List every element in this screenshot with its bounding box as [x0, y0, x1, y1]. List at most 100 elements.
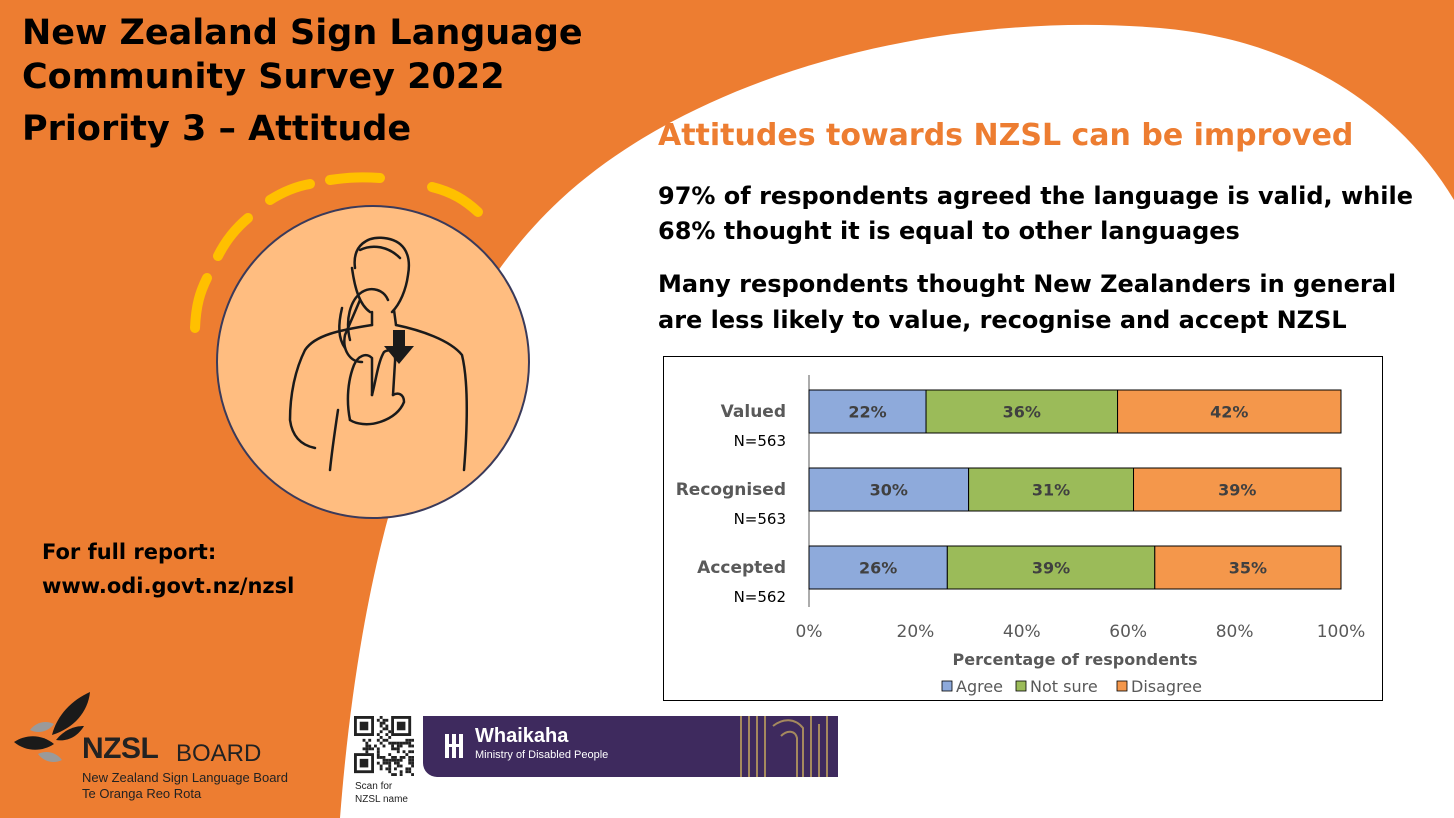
data-label: 30% — [870, 481, 908, 500]
qr-module — [405, 767, 409, 771]
qr-code-icon[interactable] — [354, 716, 414, 776]
qr-module — [376, 718, 380, 722]
data-label: 22% — [848, 403, 886, 422]
chart-svg: 22% 36% 42% Valued N=563 30% 31% 39% Recognised N… — [676, 375, 1365, 696]
qr-module — [385, 733, 389, 736]
qr-module — [399, 764, 403, 768]
qr-module — [365, 750, 369, 754]
qr-module — [379, 716, 383, 719]
title-priority: Priority 3 – Attitude — [22, 109, 412, 149]
qr-module — [394, 741, 397, 745]
qr-module — [399, 744, 403, 748]
qr-module — [371, 747, 374, 751]
qr-module — [399, 758, 403, 762]
qr-module — [394, 767, 397, 771]
qr-module — [368, 747, 372, 751]
legend-swatch — [1015, 680, 1027, 692]
qr-module — [376, 738, 380, 742]
report-link[interactable]: www.odi.govt.nz/nzsl — [42, 574, 295, 598]
logo-subtitle-2: Te Oranga Reo Rota — [82, 786, 202, 801]
report-label: For full report: — [42, 540, 217, 564]
data-label: 26% — [859, 559, 897, 578]
logo-board-text: BOARD — [176, 740, 262, 767]
bar-disagree — [1154, 545, 1342, 590]
qr-module — [385, 761, 389, 765]
data-label: 35% — [1229, 559, 1267, 578]
qr-module — [399, 773, 403, 776]
qr-module — [376, 750, 380, 754]
legend-label: Agree — [956, 677, 1003, 696]
bar-disagree — [1117, 389, 1342, 434]
qr-module — [388, 736, 392, 739]
qr-module — [388, 758, 392, 762]
qr-module — [402, 750, 406, 754]
signer-illustration-icon — [288, 236, 469, 472]
qr-module — [368, 744, 372, 748]
qr-module — [388, 741, 392, 745]
qr-module — [408, 770, 412, 774]
sample-size-label: N=562 — [734, 588, 786, 606]
nzsl-logo-icon — [14, 692, 90, 762]
logo-subtitle-1: New Zealand Sign Language Board — [82, 770, 288, 785]
qr-module — [391, 756, 394, 759]
qr-module — [394, 747, 397, 751]
qr-module — [391, 744, 394, 748]
bar-agree — [808, 545, 948, 590]
qr-module — [408, 738, 412, 742]
data-label: 42% — [1210, 403, 1248, 422]
legend-swatch — [941, 680, 953, 692]
qr-module — [382, 738, 386, 742]
qr-caption-2: NZSL name — [355, 794, 408, 805]
qr-module — [376, 753, 380, 756]
qr-module — [391, 741, 394, 745]
qr-module — [408, 761, 412, 765]
paragraph-2-line-1: Many respondents thought New Zealanders … — [658, 270, 1397, 298]
qr-module — [365, 747, 369, 751]
qr-module — [382, 718, 386, 722]
qr-module — [396, 761, 400, 765]
qr-module — [388, 767, 392, 771]
qr-module — [379, 721, 383, 725]
qr-module — [385, 718, 389, 722]
whaikaha-logo-icon — [445, 716, 828, 777]
qr-module — [365, 741, 369, 745]
qr-module — [362, 738, 366, 742]
section-heading: Attitudes towards NZSL can be improved — [658, 118, 1354, 153]
x-tick-label: 80% — [1216, 622, 1254, 642]
qr-module — [391, 758, 394, 762]
legend-label: Disagree — [1131, 677, 1202, 696]
qr-module — [382, 756, 386, 759]
data-label: 39% — [1032, 559, 1070, 578]
data-label: 39% — [1218, 481, 1256, 500]
qr-module — [362, 747, 366, 751]
qr-module — [385, 758, 389, 762]
qr-module — [411, 750, 414, 754]
qr-module — [382, 761, 386, 765]
qr-module — [396, 764, 400, 768]
qr-module — [376, 733, 380, 736]
qr-module — [408, 744, 412, 748]
bar-agree — [808, 467, 970, 512]
legend-swatch — [1116, 680, 1128, 692]
qr-module — [396, 721, 406, 731]
data-label: 36% — [1003, 403, 1041, 422]
qr-module — [379, 764, 383, 768]
qr-module — [394, 756, 397, 759]
qr-module — [396, 750, 400, 754]
qr-module — [382, 758, 386, 762]
qr-module — [399, 756, 403, 759]
x-axis-title: Percentage of respondents — [952, 650, 1197, 669]
qr-module — [388, 770, 392, 774]
qr-module — [408, 767, 412, 771]
down-arrow-icon — [384, 330, 414, 364]
paragraph-1-line-2: 68% thought it is equal to other languag… — [658, 217, 1240, 245]
qr-module — [359, 758, 369, 768]
sample-size-label: N=563 — [734, 510, 786, 528]
qr-module — [405, 770, 409, 774]
whaikaha-banner: Whaikaha Ministry of Disabled People — [423, 716, 838, 777]
qr-module — [359, 721, 369, 731]
sample-size-label: N=563 — [734, 432, 786, 450]
qr-module — [411, 738, 414, 742]
qr-module — [408, 758, 412, 762]
x-tick-label: 40% — [1003, 622, 1041, 642]
